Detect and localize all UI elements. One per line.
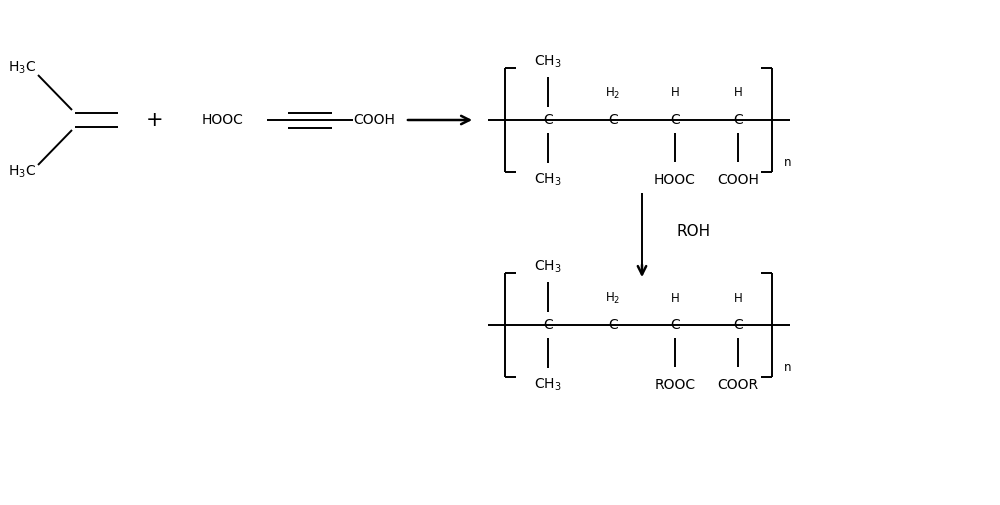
Text: COOH: COOH	[717, 173, 759, 187]
Text: HOOC: HOOC	[654, 173, 696, 187]
Text: C: C	[670, 318, 680, 332]
Text: H: H	[734, 291, 742, 305]
Text: H: H	[671, 291, 679, 305]
Text: H: H	[734, 86, 742, 99]
Text: C: C	[543, 318, 553, 332]
Text: H$_3$C: H$_3$C	[8, 164, 36, 180]
Text: HOOC: HOOC	[202, 113, 244, 127]
Text: CH$_3$: CH$_3$	[534, 54, 562, 70]
Text: C: C	[733, 113, 743, 127]
Text: H: H	[671, 86, 679, 99]
Text: CH$_3$: CH$_3$	[534, 259, 562, 275]
Text: ROOC: ROOC	[654, 378, 696, 392]
Text: C: C	[608, 113, 618, 127]
Text: H$_2$: H$_2$	[605, 85, 621, 100]
Text: n: n	[784, 361, 792, 374]
Text: C: C	[608, 318, 618, 332]
Text: COOR: COOR	[717, 378, 759, 392]
Text: COOH: COOH	[353, 113, 395, 127]
Text: C: C	[670, 113, 680, 127]
Text: CH$_3$: CH$_3$	[534, 377, 562, 393]
Text: +: +	[146, 110, 164, 130]
Text: C: C	[543, 113, 553, 127]
Text: n: n	[784, 156, 792, 169]
Text: ROH: ROH	[677, 224, 711, 239]
Text: CH$_3$: CH$_3$	[534, 172, 562, 188]
Text: C: C	[733, 318, 743, 332]
Text: H$_3$C: H$_3$C	[8, 60, 36, 76]
Text: H$_2$: H$_2$	[605, 290, 621, 306]
